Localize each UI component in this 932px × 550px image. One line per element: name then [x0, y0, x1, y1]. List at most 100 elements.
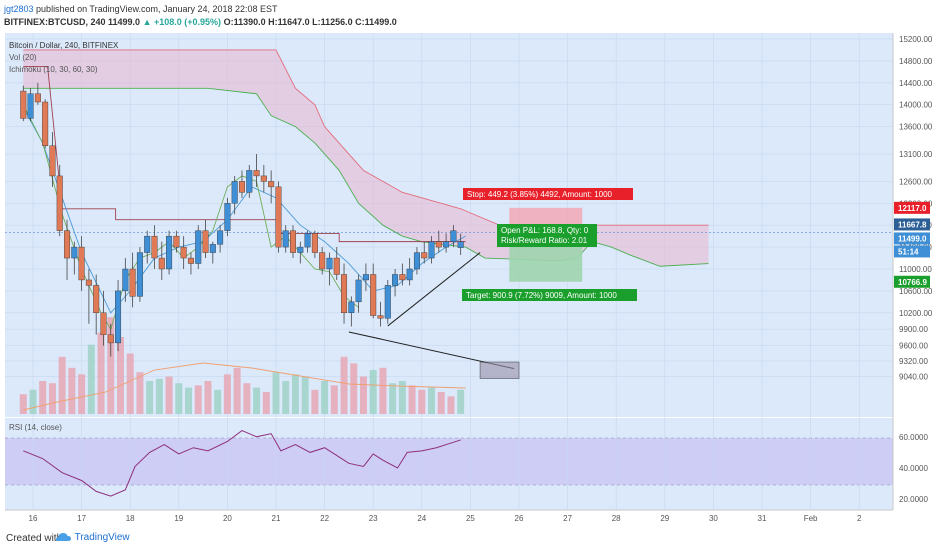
time-tick-label: 2	[857, 514, 862, 523]
candle-body	[435, 241, 442, 248]
volume-bar	[359, 376, 367, 414]
candle-body	[64, 230, 71, 259]
candle-body	[406, 268, 413, 281]
price-tick-label: 9320.00	[899, 357, 928, 366]
volume-bar	[39, 381, 47, 414]
volume-bar	[126, 353, 134, 414]
date-range-box[interactable]	[479, 361, 520, 379]
senkou-span-b	[23, 87, 709, 267]
stop-price-label: 12117.0	[898, 204, 927, 213]
symbol-name[interactable]: BITFINEX:BTCUSD, 240	[4, 17, 106, 27]
volume-bar	[418, 389, 426, 414]
pnl-annotation-line2: Risk/Reward Ratio: 2.01	[501, 236, 588, 245]
volume-bar	[194, 385, 202, 414]
volume-bar	[428, 387, 436, 414]
price-tick-label: 13100.00	[899, 150, 932, 159]
rsi-tick-label: 60.0000	[899, 433, 928, 442]
volume-ma-line	[23, 362, 466, 411]
volume-bar	[379, 367, 387, 414]
rsi-series	[23, 429, 461, 497]
candle-body	[195, 230, 202, 264]
candle-body	[450, 230, 457, 242]
candle-body	[282, 230, 289, 248]
volume-bar	[330, 385, 338, 414]
footer: Created with TradingView	[0, 528, 932, 550]
volume-bar	[58, 356, 66, 414]
volume-bar	[350, 363, 358, 414]
candle-body	[457, 241, 464, 248]
price-tick-label: 14000.00	[899, 101, 932, 110]
volume-bar	[223, 374, 231, 414]
brand-name: TradingView	[74, 532, 130, 543]
candle-body	[129, 268, 136, 297]
stop-annotation: Stop: 449.2 (3.85%) 4492, Amount: 1000	[467, 190, 613, 199]
trendline[interactable]	[387, 252, 481, 327]
trendlines[interactable]	[348, 252, 520, 379]
candle-body	[173, 235, 180, 248]
target-price-label-bg	[894, 275, 930, 288]
candle-body	[421, 252, 428, 259]
volume-bar	[437, 392, 445, 414]
candle-body	[224, 203, 231, 231]
kijun-line	[23, 65, 466, 243]
candle-body	[253, 170, 260, 177]
ichimoku-cloud	[23, 49, 709, 267]
tradingview-logo[interactable]: TradingView	[56, 532, 130, 543]
candle-body	[268, 181, 275, 188]
candle-body	[238, 181, 245, 193]
candle-body	[355, 279, 362, 303]
candle-body	[370, 274, 377, 316]
volume-bar	[68, 367, 76, 414]
price-tick-label: 14800.00	[899, 57, 932, 66]
candle-body	[158, 257, 165, 270]
candle-body	[27, 93, 34, 119]
volume-bar	[253, 387, 261, 414]
legend-title: Bitcoin / Dollar, 240, BITFINEX	[9, 41, 119, 50]
legend-ichimoku: Ichimoku (10, 30, 60, 30)	[9, 65, 98, 74]
published-text: published on TradingView.com, January 24…	[36, 4, 278, 14]
candle-body	[202, 230, 209, 253]
candle-body	[209, 244, 216, 253]
countdown-label-bg	[894, 245, 930, 258]
candle-body	[362, 274, 369, 281]
candle-body	[34, 93, 41, 103]
time-tick-label: 29	[660, 514, 669, 523]
price-chart[interactable]: 15200.00 14800.00 14400.00 14000.00 13600.00…	[0, 0, 932, 528]
time-tick-label: 22	[320, 514, 329, 523]
price-change: ▲ +108.0 (+0.95%)	[142, 17, 222, 27]
volume-bar	[165, 376, 173, 414]
volume-bar	[457, 389, 465, 414]
senkou-span-a	[23, 49, 709, 226]
time-tick-label: 19	[174, 514, 183, 523]
candle-body	[392, 274, 399, 286]
time-axis[interactable]: 16 17 18 19 20 21 22 23 24 25 26 27 28 29 30 31 Feb 2	[29, 514, 862, 523]
target-annotation: Target: 900.9 (7.72%) 9009, Amount: 1000	[466, 291, 617, 300]
rsi-axis[interactable]: 60.0000 40.0000 20.0000	[899, 433, 928, 504]
entry-price-label-bg	[894, 218, 930, 231]
candle-body	[187, 257, 194, 264]
author-link[interactable]: jgt2803	[4, 4, 34, 14]
volume-bar	[282, 381, 290, 414]
volume-bar	[369, 370, 377, 414]
price-tick-label: 15200.00	[899, 35, 932, 44]
candle-body	[85, 279, 92, 286]
time-tick-label: 26	[515, 514, 524, 523]
volume-bar	[340, 356, 348, 414]
volume-bars	[19, 317, 466, 414]
volume-bar	[78, 374, 86, 414]
volume-bar	[204, 381, 212, 414]
volume-bar	[19, 394, 27, 414]
volume-bar	[408, 385, 416, 414]
volume-bar	[301, 376, 309, 414]
candle-body	[115, 290, 122, 344]
volume-bar	[291, 374, 299, 414]
candle-body	[311, 233, 318, 253]
candle-body	[217, 230, 224, 245]
price-tick-label: 9600.00	[899, 342, 928, 351]
volume-bar	[97, 332, 105, 414]
stop-price-label-bg	[894, 201, 930, 214]
price-tick-label: 14400.00	[899, 79, 932, 88]
volume-bar	[116, 337, 124, 414]
candle-body	[136, 252, 143, 297]
volume-bar	[146, 381, 154, 414]
